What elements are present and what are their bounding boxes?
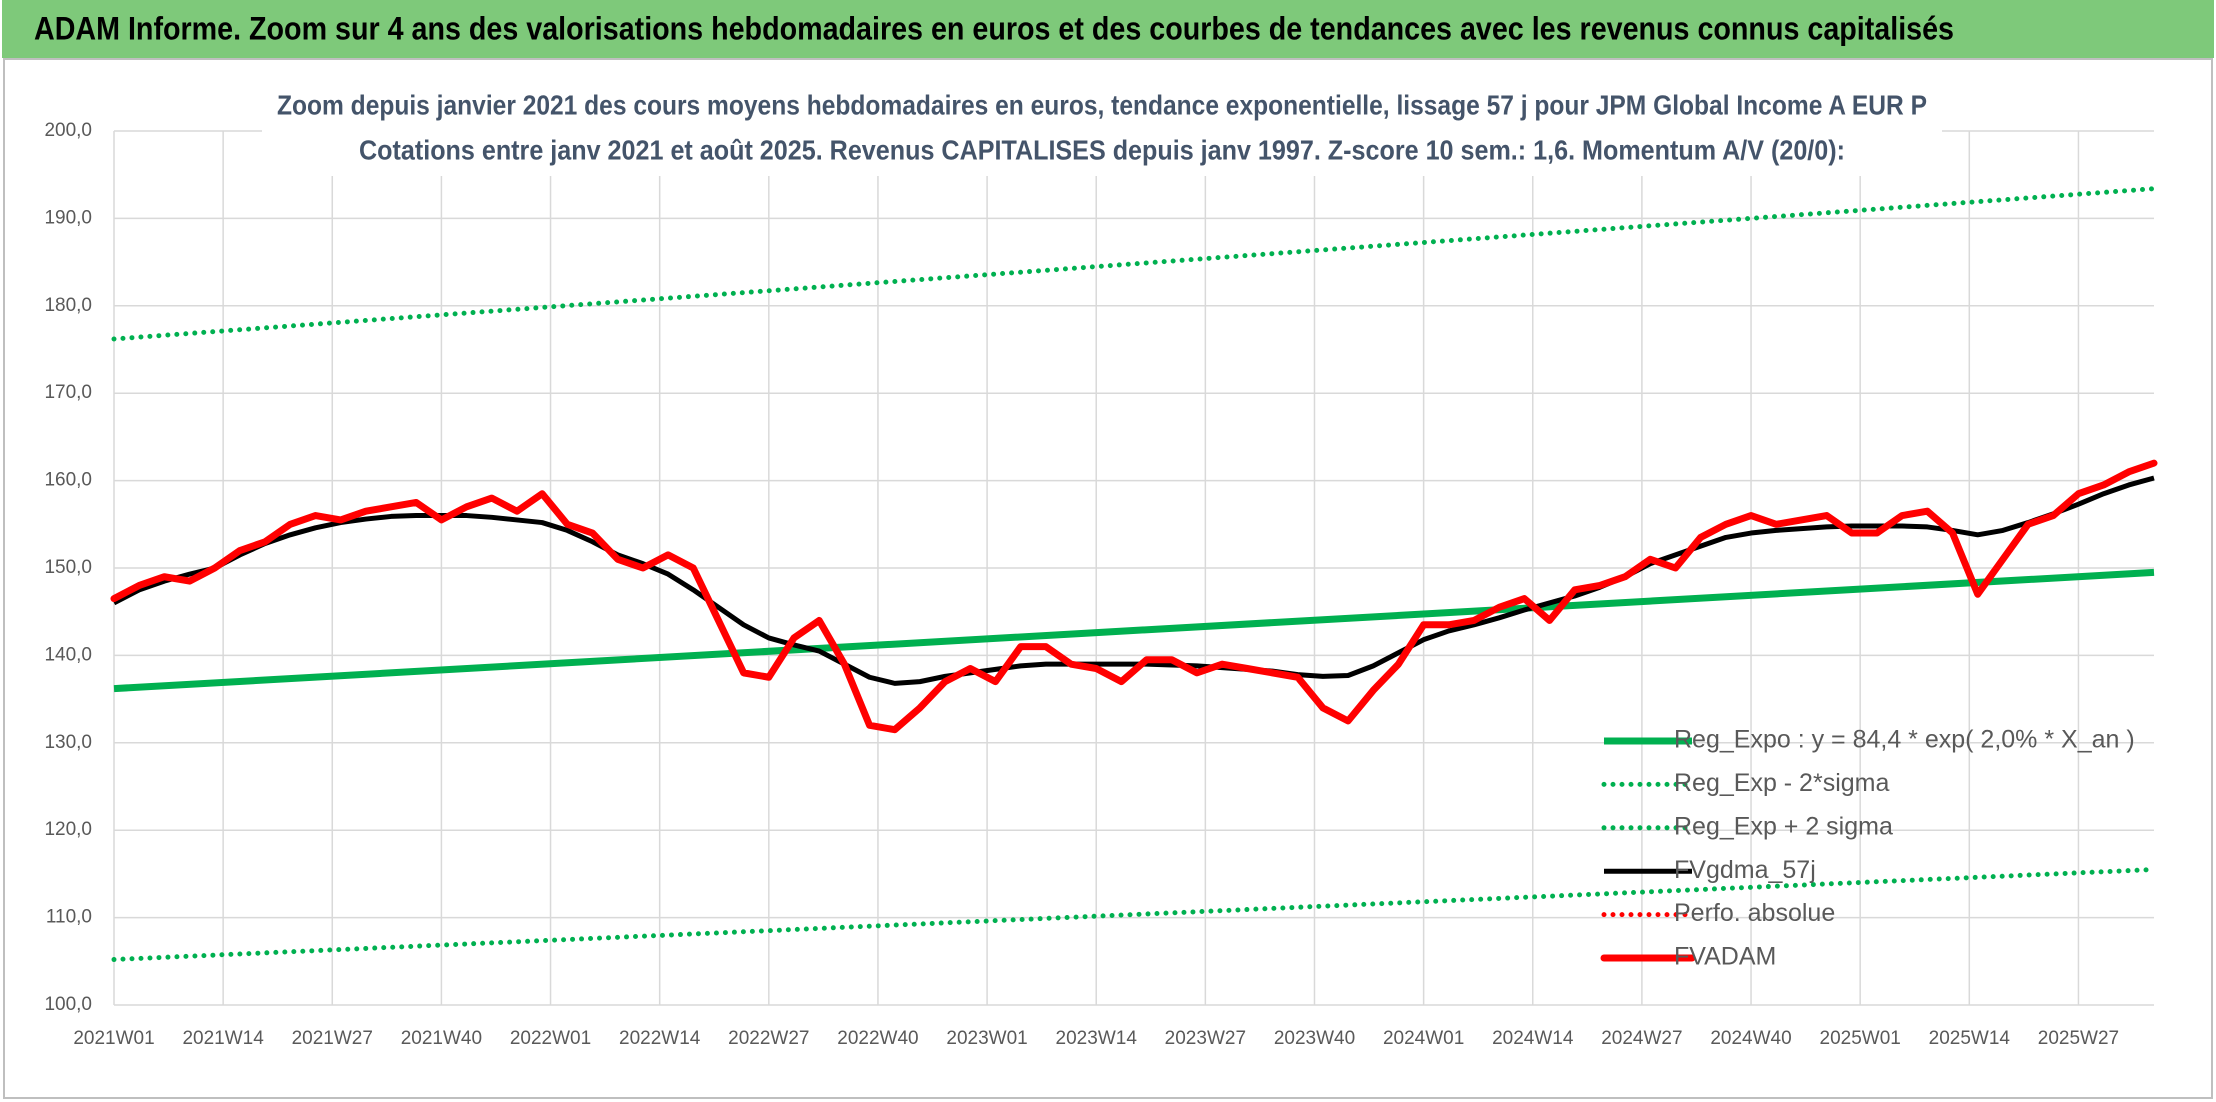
series-line	[111, 186, 2157, 342]
x-tick-label: 2021W27	[292, 1028, 373, 1049]
y-tick-label: 150,0	[44, 557, 92, 578]
x-tick-label: 2022W40	[837, 1028, 918, 1049]
header-title: ADAM Informe. Zoom sur 4 ans des valoris…	[34, 10, 1954, 46]
x-tick-label: 2025W14	[1929, 1028, 2011, 1049]
y-tick-label: 200,0	[44, 120, 92, 141]
y-tick-label: 140,0	[44, 644, 92, 665]
x-tick-label: 2025W01	[1820, 1028, 1901, 1049]
header-bar	[2, 0, 2214, 58]
x-tick-label: 2023W27	[1165, 1028, 1246, 1049]
series-line	[110, 459, 2158, 734]
y-tick-label: 160,0	[44, 470, 92, 491]
x-tick-label: 2021W01	[73, 1028, 154, 1049]
legend-label: FVgdma_57j	[1674, 856, 1816, 884]
y-tick-label: 190,0	[44, 207, 92, 228]
x-tick-label: 2024W14	[1492, 1028, 1574, 1049]
y-tick-label: 180,0	[44, 295, 92, 316]
legend-label: Perfo. absolue	[1674, 899, 1835, 927]
y-tick-label: 130,0	[44, 732, 92, 753]
legend-label: Reg_Exp - 2*sigma	[1674, 769, 1889, 797]
x-tick-label: 2024W27	[1601, 1028, 1682, 1049]
chart-title: Zoom depuis janvier 2021 des cours moyen…	[277, 89, 1927, 120]
x-tick-label: 2022W27	[728, 1028, 809, 1049]
x-tick-label: 2023W40	[1274, 1028, 1355, 1049]
series-line	[113, 568, 2155, 693]
x-tick-label: 2023W01	[946, 1028, 1027, 1049]
x-tick-label: 2024W40	[1710, 1028, 1791, 1049]
legend-label: FVADAM	[1674, 943, 1776, 971]
chart-subtitle: Cotations entre janv 2021 et août 2025. …	[359, 134, 1845, 165]
legend-label: Reg_Expo : y = 84,4 * exp( 2,0% * X_an )	[1674, 726, 2135, 754]
x-tick-label: 2024W01	[1383, 1028, 1464, 1049]
x-tick-label: 2025W27	[2038, 1028, 2119, 1049]
x-tick-label: 2021W40	[401, 1028, 482, 1049]
title-background	[262, 86, 1942, 176]
x-tick-label: 2022W01	[510, 1028, 591, 1049]
x-tick-label: 2023W14	[1056, 1028, 1138, 1049]
chart-border	[3, 58, 2213, 1099]
y-tick-label: 110,0	[46, 907, 92, 928]
y-tick-label: 120,0	[44, 819, 92, 840]
legend-label: Reg_Exp + 2 sigma	[1674, 812, 1893, 840]
x-tick-label: 2022W14	[619, 1028, 701, 1049]
y-tick-label: 170,0	[44, 382, 92, 403]
series-line	[111, 867, 2157, 963]
x-tick-label: 2021W14	[182, 1028, 264, 1049]
y-tick-label: 100,0	[44, 994, 92, 1015]
